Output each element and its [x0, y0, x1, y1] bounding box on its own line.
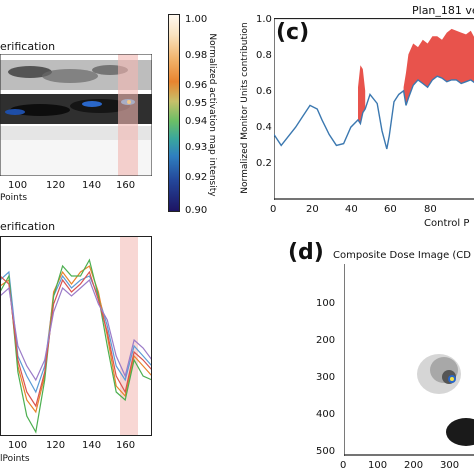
panel-c-xtick-0: 0 [270, 204, 277, 215]
panel-b-plot [0, 236, 153, 436]
panel-d-title: Composite Dose Image (CD [333, 250, 471, 261]
panel-c-ylabel: Normalized Monitor Units contribution [240, 22, 250, 194]
panel-c-ytick-10: 1.0 [256, 14, 272, 25]
panel-d-xtick-100: 100 [368, 460, 388, 471]
panel-c-xtick-60: 60 [384, 204, 397, 215]
colorbar-tick-098: 0.98 [185, 50, 208, 61]
panel-a-title: erification [0, 40, 56, 53]
panel-d-xtick-0: 0 [340, 460, 347, 471]
panel-d-svg [343, 264, 474, 456]
panel-b-series-3 [0, 270, 153, 408]
panel-b-xtick-100: 100 [8, 440, 28, 451]
colorbar-tick-100: 1.00 [185, 14, 208, 25]
colorbar-tick-094: 0.94 [185, 116, 208, 127]
panel-b-title: erification [0, 220, 56, 233]
panel-d-label: (d) [288, 240, 324, 265]
panel-d-ytick-100: 100 [316, 298, 336, 309]
panel-a-xlabel: Points [0, 193, 28, 203]
panel-c-title: Plan_181 ve [412, 4, 474, 17]
panel-b-xtick-120: 120 [46, 440, 66, 451]
panel-b-series-0 [0, 270, 153, 394]
colorbar-tick-095: 0.95 [185, 98, 208, 109]
panel-c-fill-0 [358, 65, 366, 124]
panel-c-label: (c) [276, 20, 310, 45]
panel-a-heatmap [0, 53, 153, 177]
panel-c-xtick-80: 80 [424, 204, 437, 215]
panel-d-xtick-200: 200 [404, 460, 424, 471]
panel-d-plot [343, 264, 474, 456]
panel-a-xtick-120: 120 [46, 180, 66, 191]
panel-c-xtick-40: 40 [345, 204, 358, 215]
panel-d-ytick-500: 500 [316, 446, 336, 457]
panel-b-xlabel: lPoints [0, 454, 30, 464]
panel-c-ytick-08: 0.8 [256, 50, 272, 61]
colorbar [168, 14, 180, 212]
panel-a-xtick-160: 160 [116, 180, 136, 191]
panel-c-ytick-02: 0.2 [256, 158, 272, 169]
panel-a-heatmap-svg [0, 53, 153, 177]
panel-c-ytick-06: 0.6 [256, 86, 272, 97]
panel-d-ytick-300: 300 [316, 372, 336, 383]
colorbar-tick-092: 0.92 [185, 172, 208, 183]
panel-d-ytick-400: 400 [316, 409, 336, 420]
panel-a-xtick-100: 100 [8, 180, 28, 191]
panel-c-plot [273, 17, 474, 200]
panel-d-ytick-200: 200 [316, 335, 336, 346]
colorbar-label: Normalized activation map intensity [207, 33, 217, 197]
colorbar-tick-096: 0.96 [185, 80, 208, 91]
panel-b-series-2 [0, 258, 153, 434]
panel-c-ytick-04: 0.4 [256, 122, 272, 133]
panel-c-fill-1 [403, 28, 474, 106]
colorbar-tick-090: 0.90 [185, 205, 208, 216]
panel-c-xlabel: Control P [424, 218, 470, 229]
panel-d-xtick-300: 300 [440, 460, 460, 471]
colorbar-tick-093: 0.93 [185, 142, 208, 153]
panel-b-xtick-160: 160 [116, 440, 136, 451]
panel-b-highlight [120, 236, 138, 436]
panel-b-series-1 [0, 265, 153, 414]
panel-c-series-0 [273, 75, 474, 150]
panel-b-series-4 [0, 278, 153, 382]
panel-c-svg [273, 17, 474, 200]
panel-b-xtick-140: 140 [82, 440, 102, 451]
panel-a-xtick-140: 140 [82, 180, 102, 191]
panel-c-xtick-20: 20 [306, 204, 319, 215]
panel-b-svg [0, 236, 153, 436]
